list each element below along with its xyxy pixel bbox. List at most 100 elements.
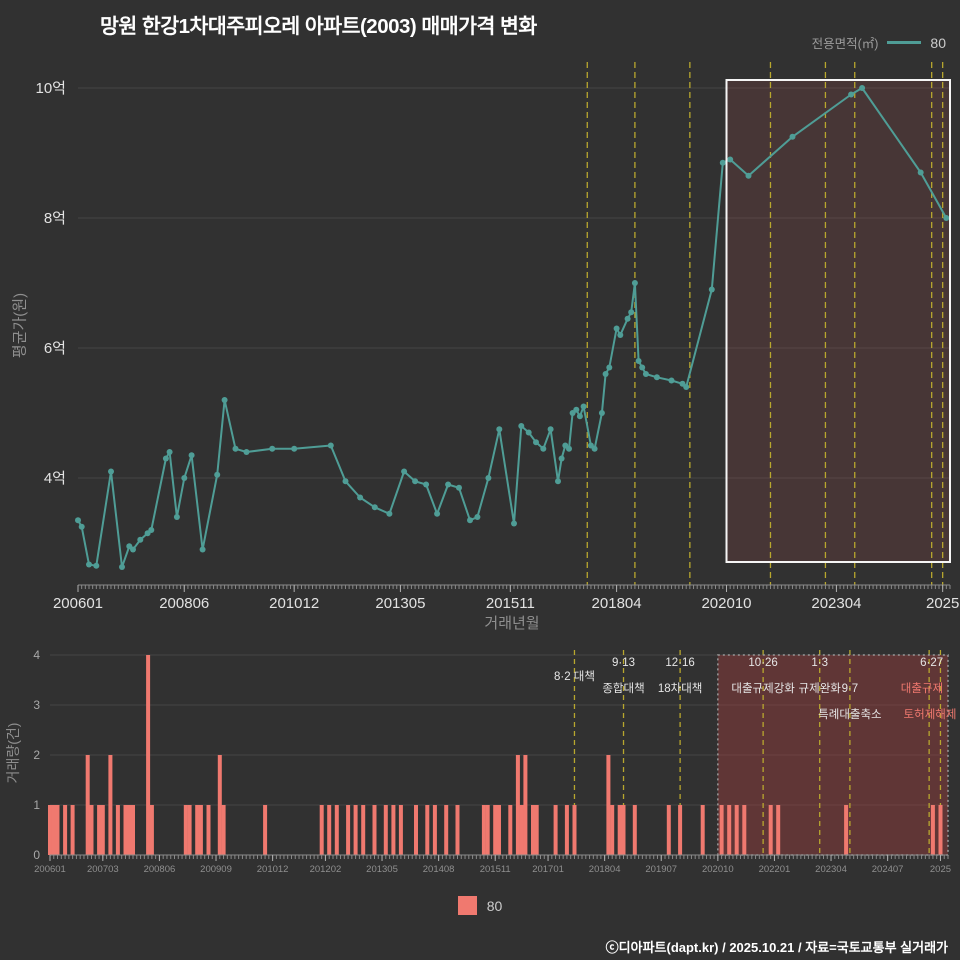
volume-bar[interactable] bbox=[48, 805, 52, 855]
price-point[interactable] bbox=[269, 445, 276, 452]
price-point[interactable] bbox=[943, 215, 950, 221]
price-point[interactable] bbox=[533, 439, 539, 446]
price-point[interactable] bbox=[566, 445, 572, 452]
price-point[interactable] bbox=[628, 309, 635, 316]
price-point[interactable] bbox=[327, 442, 334, 449]
price-point[interactable] bbox=[232, 445, 239, 452]
volume-bar[interactable] bbox=[391, 805, 396, 855]
volume-bar[interactable] bbox=[263, 805, 268, 855]
price-point[interactable] bbox=[727, 156, 734, 163]
price-point[interactable] bbox=[423, 481, 430, 488]
price-point[interactable] bbox=[434, 510, 441, 517]
volume-bar[interactable] bbox=[398, 805, 403, 855]
price-point[interactable] bbox=[624, 315, 631, 322]
price-point[interactable] bbox=[631, 280, 638, 286]
price-point[interactable] bbox=[496, 426, 503, 433]
volume-bar[interactable] bbox=[100, 805, 105, 855]
volume-bar[interactable] bbox=[108, 755, 113, 855]
price-point[interactable] bbox=[653, 374, 660, 381]
volume-bar[interactable] bbox=[115, 805, 120, 855]
volume-bar[interactable] bbox=[319, 805, 324, 855]
volume-bar[interactable] bbox=[776, 805, 781, 855]
volume-bar[interactable] bbox=[844, 805, 849, 855]
volume-bar[interactable] bbox=[610, 805, 615, 855]
price-point[interactable] bbox=[598, 410, 605, 416]
volume-bar[interactable] bbox=[198, 805, 203, 855]
price-point[interactable] bbox=[130, 546, 136, 553]
volume-bar[interactable] bbox=[497, 805, 501, 855]
price-point[interactable] bbox=[148, 527, 155, 533]
volume-bar[interactable] bbox=[481, 805, 486, 855]
volume-bar[interactable] bbox=[564, 805, 569, 855]
price-point[interactable] bbox=[635, 358, 642, 364]
price-point[interactable] bbox=[485, 475, 492, 481]
volume-bar[interactable] bbox=[432, 805, 437, 855]
volume-bar[interactable] bbox=[89, 805, 94, 855]
volume-bar[interactable] bbox=[85, 755, 90, 855]
price-point[interactable] bbox=[162, 455, 169, 462]
price-point[interactable] bbox=[576, 413, 583, 420]
volume-bar[interactable] bbox=[768, 805, 773, 855]
volume-bar[interactable] bbox=[678, 805, 683, 855]
price-point[interactable] bbox=[708, 286, 715, 293]
price-point[interactable] bbox=[558, 455, 565, 462]
price-point[interactable] bbox=[86, 561, 92, 568]
volume-bar[interactable] bbox=[383, 805, 388, 855]
price-point[interactable] bbox=[573, 406, 580, 413]
price-point[interactable] bbox=[75, 517, 81, 524]
volume-bar[interactable] bbox=[353, 805, 358, 855]
price-point[interactable] bbox=[639, 364, 646, 371]
volume-bar[interactable] bbox=[572, 805, 577, 855]
volume-bar[interactable] bbox=[734, 805, 739, 855]
volume-bar[interactable] bbox=[361, 805, 366, 855]
volume-bar[interactable] bbox=[70, 805, 75, 855]
price-point[interactable] bbox=[547, 426, 554, 433]
price-point[interactable] bbox=[917, 169, 924, 176]
volume-bar[interactable] bbox=[63, 805, 68, 855]
legend-bottom[interactable]: 80 bbox=[0, 896, 960, 915]
price-point[interactable] bbox=[456, 484, 462, 491]
price-point[interactable] bbox=[371, 504, 378, 511]
price-point[interactable] bbox=[580, 403, 587, 410]
volume-bar[interactable] bbox=[372, 805, 377, 855]
price-point[interactable] bbox=[221, 397, 228, 403]
price-point[interactable] bbox=[555, 478, 561, 485]
price-point[interactable] bbox=[181, 475, 188, 481]
volume-bar[interactable] bbox=[414, 805, 418, 855]
volume-bar[interactable] bbox=[632, 805, 637, 855]
price-point[interactable] bbox=[412, 478, 419, 485]
price-point[interactable] bbox=[525, 429, 532, 436]
price-point[interactable] bbox=[642, 371, 649, 377]
volume-bar[interactable] bbox=[938, 805, 943, 855]
volume-bar[interactable] bbox=[700, 805, 705, 855]
price-point[interactable] bbox=[668, 377, 675, 384]
volume-bar[interactable] bbox=[742, 805, 747, 855]
volume-bar[interactable] bbox=[455, 805, 460, 855]
price-point[interactable] bbox=[243, 449, 250, 455]
volume-bar[interactable] bbox=[127, 805, 132, 855]
volume-bar[interactable] bbox=[425, 805, 430, 855]
volume-bar[interactable] bbox=[617, 805, 622, 855]
volume-bar[interactable] bbox=[206, 805, 211, 855]
volume-bar[interactable] bbox=[719, 805, 724, 855]
price-point[interactable] bbox=[108, 468, 114, 475]
price-point[interactable] bbox=[719, 159, 726, 166]
volume-bar[interactable] bbox=[346, 805, 351, 855]
price-point[interactable] bbox=[848, 91, 855, 98]
volume-bar[interactable] bbox=[606, 755, 611, 855]
price-point[interactable] bbox=[188, 452, 195, 459]
volume-bar[interactable] bbox=[149, 805, 154, 855]
volume-bar[interactable] bbox=[183, 805, 188, 855]
volume-bar[interactable] bbox=[531, 805, 535, 855]
price-point[interactable] bbox=[173, 514, 180, 520]
price-point[interactable] bbox=[606, 364, 613, 371]
volume-bar[interactable] bbox=[123, 805, 128, 855]
legend-top[interactable]: 전용면적(㎡) 80 bbox=[812, 33, 946, 52]
volume-bar[interactable] bbox=[485, 805, 490, 855]
price-point[interactable] bbox=[445, 481, 452, 488]
volume-bar[interactable] bbox=[523, 755, 528, 855]
volume-bar[interactable] bbox=[519, 805, 524, 855]
price-point[interactable] bbox=[137, 536, 144, 543]
volume-bar[interactable] bbox=[666, 805, 671, 855]
